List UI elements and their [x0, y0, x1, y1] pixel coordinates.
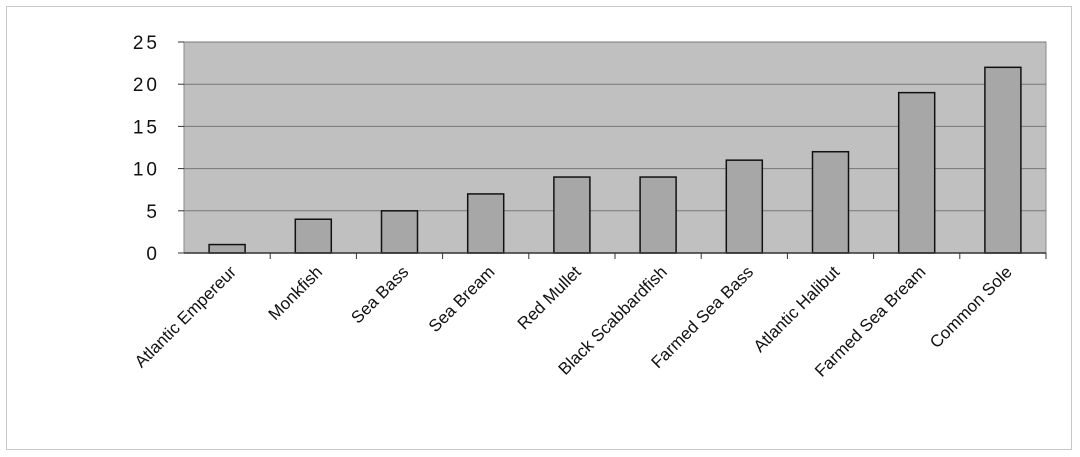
x-category-label: Common Sole	[926, 262, 1016, 352]
bar	[897, 91, 936, 254]
x-category-label: Red Mullet	[514, 262, 585, 333]
bar	[811, 150, 850, 254]
x-category-label: Sea Bass	[347, 262, 412, 327]
y-axis-ticks: 0 5 10 15 20 25	[133, 33, 184, 265]
bar	[294, 218, 333, 254]
y-tick-label: 5	[146, 202, 160, 223]
y-tick-label: 20	[133, 75, 160, 96]
y-tick-label: 10	[133, 160, 160, 181]
x-category-label: Atlantic Halibut	[750, 262, 844, 356]
bar	[984, 66, 1022, 254]
x-category-label: Atlantic Empereur	[131, 262, 240, 371]
x-category-label: Sea Bream	[425, 262, 499, 336]
bar	[466, 193, 505, 254]
bars	[208, 66, 1022, 254]
x-category-label: Monkfish	[265, 262, 327, 324]
bar	[380, 210, 419, 254]
bar	[208, 243, 246, 254]
y-tick-label: 15	[133, 117, 160, 138]
bar	[553, 176, 591, 254]
x-axis-labels: Atlantic Empereur Monkfish Sea Bass Sea Bre…	[131, 253, 1047, 381]
bar	[725, 159, 764, 254]
gridlines	[184, 41, 1046, 212]
y-tick-label: 25	[133, 33, 160, 54]
y-tick-label: 0	[146, 244, 160, 265]
bar	[639, 176, 677, 254]
